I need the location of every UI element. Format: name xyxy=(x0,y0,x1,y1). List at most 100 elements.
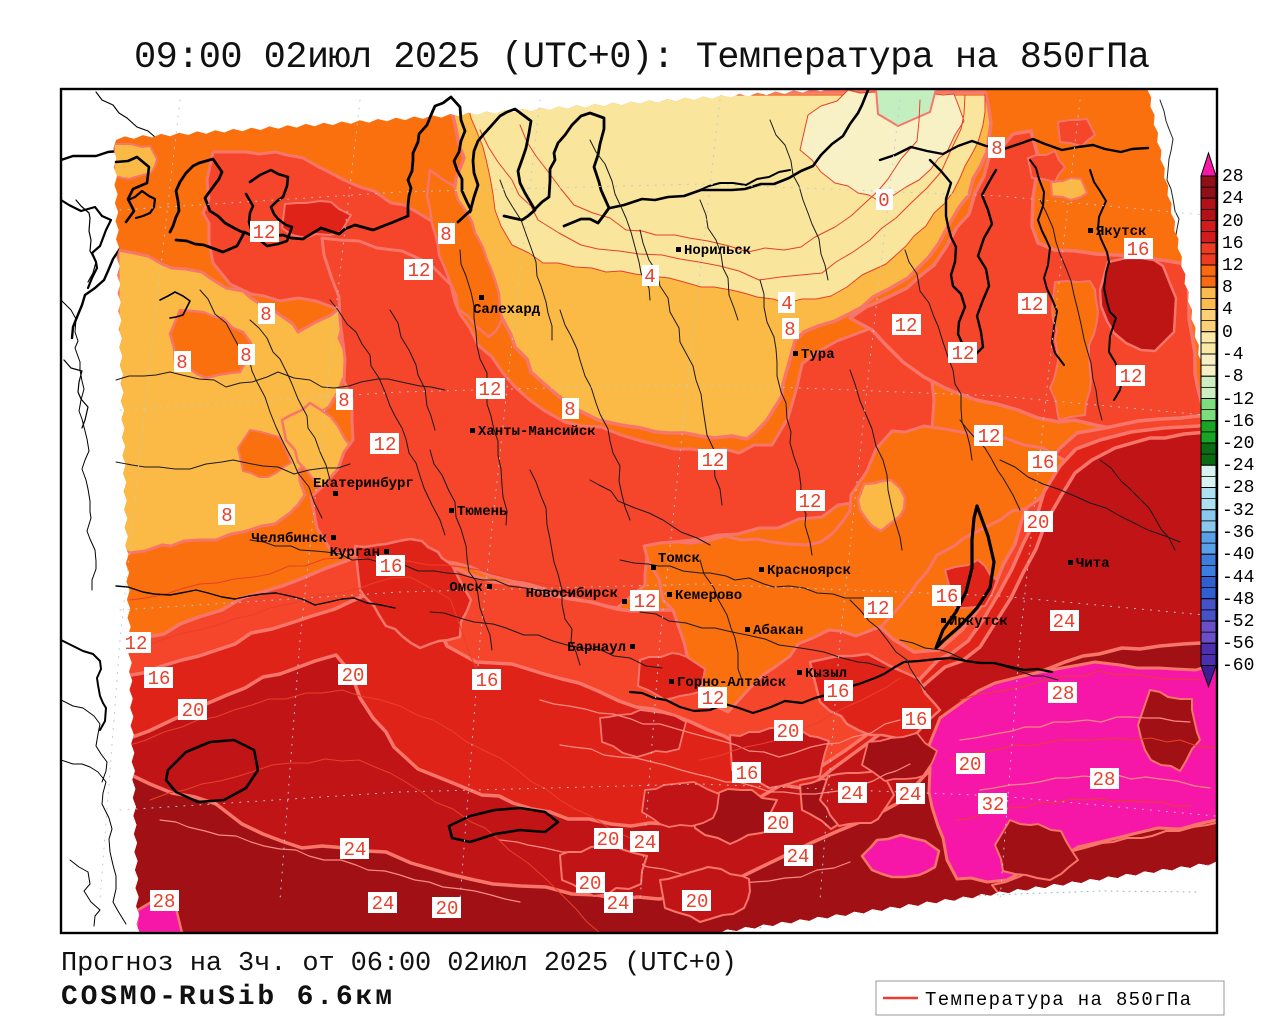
svg-text:8: 8 xyxy=(176,352,187,374)
svg-text:Ханты-Мансийск: Ханты-Мансийск xyxy=(478,424,596,440)
svg-text:20: 20 xyxy=(579,873,602,895)
svg-text:20: 20 xyxy=(686,891,709,913)
svg-text:28: 28 xyxy=(1222,167,1244,187)
svg-text:Челябинск: Челябинск xyxy=(251,531,327,547)
svg-text:4: 4 xyxy=(1222,300,1233,320)
svg-text:20: 20 xyxy=(767,813,790,835)
svg-text:-56: -56 xyxy=(1222,634,1254,654)
svg-text:20: 20 xyxy=(777,721,800,743)
svg-text:12: 12 xyxy=(978,426,1001,448)
svg-text:12: 12 xyxy=(702,688,725,710)
svg-text:20: 20 xyxy=(1222,212,1244,232)
svg-text:24: 24 xyxy=(607,893,630,915)
svg-text:24: 24 xyxy=(1222,189,1244,209)
svg-text:8: 8 xyxy=(564,399,575,421)
svg-text:-60: -60 xyxy=(1222,656,1254,676)
svg-text:COSMO-RuSib 6.6км: COSMO-RuSib 6.6км xyxy=(61,982,392,1013)
svg-text:Норильск: Норильск xyxy=(684,243,751,259)
svg-text:12: 12 xyxy=(1222,256,1244,276)
svg-text:28: 28 xyxy=(1052,683,1075,705)
svg-text:09:00 02июл 2025 (UTC+0): Темп: 09:00 02июл 2025 (UTC+0): Температура на… xyxy=(134,37,1150,79)
svg-text:-36: -36 xyxy=(1222,523,1254,543)
svg-text:16: 16 xyxy=(148,668,171,690)
svg-text:Чита: Чита xyxy=(1076,556,1110,572)
svg-text:12: 12 xyxy=(952,343,975,365)
svg-text:8: 8 xyxy=(221,505,232,527)
svg-text:12: 12 xyxy=(374,434,397,456)
svg-text:-20: -20 xyxy=(1222,434,1254,454)
svg-text:20: 20 xyxy=(436,898,459,920)
svg-text:Абакан: Абакан xyxy=(753,623,803,639)
svg-text:Иркутск: Иркутск xyxy=(949,614,1008,630)
svg-text:8: 8 xyxy=(338,390,349,412)
svg-text:24: 24 xyxy=(1053,611,1076,633)
svg-text:20: 20 xyxy=(959,754,982,776)
svg-text:4: 4 xyxy=(644,266,655,288)
svg-text:24: 24 xyxy=(787,846,810,868)
svg-text:-40: -40 xyxy=(1222,545,1254,565)
svg-text:24: 24 xyxy=(372,893,395,915)
svg-text:-52: -52 xyxy=(1222,612,1254,632)
svg-text:8: 8 xyxy=(260,304,271,326)
svg-text:16: 16 xyxy=(1032,452,1055,474)
svg-text:16: 16 xyxy=(736,763,759,785)
svg-text:Новосибирск: Новосибирск xyxy=(526,586,618,602)
svg-text:Прогноз на 3ч. от 06:00 02июл: Прогноз на 3ч. от 06:00 02июл 2025 (UTC+… xyxy=(61,949,737,979)
svg-text:Омск: Омск xyxy=(449,580,483,596)
svg-text:12: 12 xyxy=(253,222,276,244)
svg-text:12: 12 xyxy=(895,315,918,337)
svg-text:8: 8 xyxy=(240,345,251,367)
svg-text:Томск: Томск xyxy=(658,551,700,567)
svg-text:Салехард: Салехард xyxy=(473,302,541,318)
svg-text:12: 12 xyxy=(1021,294,1044,316)
svg-text:20: 20 xyxy=(1027,512,1050,534)
svg-text:16: 16 xyxy=(1127,239,1150,261)
svg-text:24: 24 xyxy=(841,783,864,805)
svg-text:20: 20 xyxy=(342,665,365,687)
svg-text:-16: -16 xyxy=(1222,412,1254,432)
svg-text:-28: -28 xyxy=(1222,478,1254,498)
svg-text:12: 12 xyxy=(867,598,890,620)
svg-text:16: 16 xyxy=(380,556,403,578)
svg-text:Горно-Алтайск: Горно-Алтайск xyxy=(677,675,786,691)
svg-text:Тура: Тура xyxy=(801,347,835,363)
svg-text:12: 12 xyxy=(634,591,657,613)
svg-text:-4: -4 xyxy=(1222,345,1244,365)
svg-text:Барнаул: Барнаул xyxy=(567,640,626,656)
svg-text:16: 16 xyxy=(827,681,850,703)
svg-text:32: 32 xyxy=(982,794,1005,816)
svg-text:28: 28 xyxy=(153,891,176,913)
svg-text:20: 20 xyxy=(182,700,205,722)
svg-text:28: 28 xyxy=(1093,769,1116,791)
svg-text:16: 16 xyxy=(936,586,959,608)
svg-text:Тюмень: Тюмень xyxy=(457,504,507,520)
svg-text:8: 8 xyxy=(440,224,451,246)
svg-text:20: 20 xyxy=(597,829,620,851)
svg-text:-48: -48 xyxy=(1222,590,1254,610)
svg-text:-24: -24 xyxy=(1222,456,1254,476)
svg-text:-8: -8 xyxy=(1222,367,1244,387)
svg-text:12: 12 xyxy=(702,450,725,472)
svg-text:0: 0 xyxy=(1222,323,1233,343)
svg-text:12: 12 xyxy=(1120,366,1143,388)
svg-text:12: 12 xyxy=(479,379,502,401)
svg-text:Курган: Курган xyxy=(330,545,380,561)
svg-text:24: 24 xyxy=(634,832,657,854)
svg-text:-32: -32 xyxy=(1222,501,1254,521)
svg-text:8: 8 xyxy=(991,138,1002,160)
svg-text:24: 24 xyxy=(344,839,367,861)
svg-text:12: 12 xyxy=(125,633,148,655)
svg-text:-12: -12 xyxy=(1222,390,1254,410)
svg-text:16: 16 xyxy=(476,670,499,692)
svg-text:-44: -44 xyxy=(1222,568,1254,588)
svg-text:Красноярск: Красноярск xyxy=(767,563,851,579)
svg-text:12: 12 xyxy=(799,491,822,513)
svg-text:4: 4 xyxy=(781,293,792,315)
svg-text:0: 0 xyxy=(878,190,889,212)
svg-text:Екатеринбург: Екатеринбург xyxy=(313,476,414,492)
svg-text:Якутск: Якутск xyxy=(1096,224,1146,240)
svg-text:12: 12 xyxy=(408,260,431,282)
svg-text:24: 24 xyxy=(899,784,922,806)
svg-text:Кемерово: Кемерово xyxy=(675,588,742,604)
svg-text:Температура на 850гПа: Температура на 850гПа xyxy=(925,989,1191,1011)
